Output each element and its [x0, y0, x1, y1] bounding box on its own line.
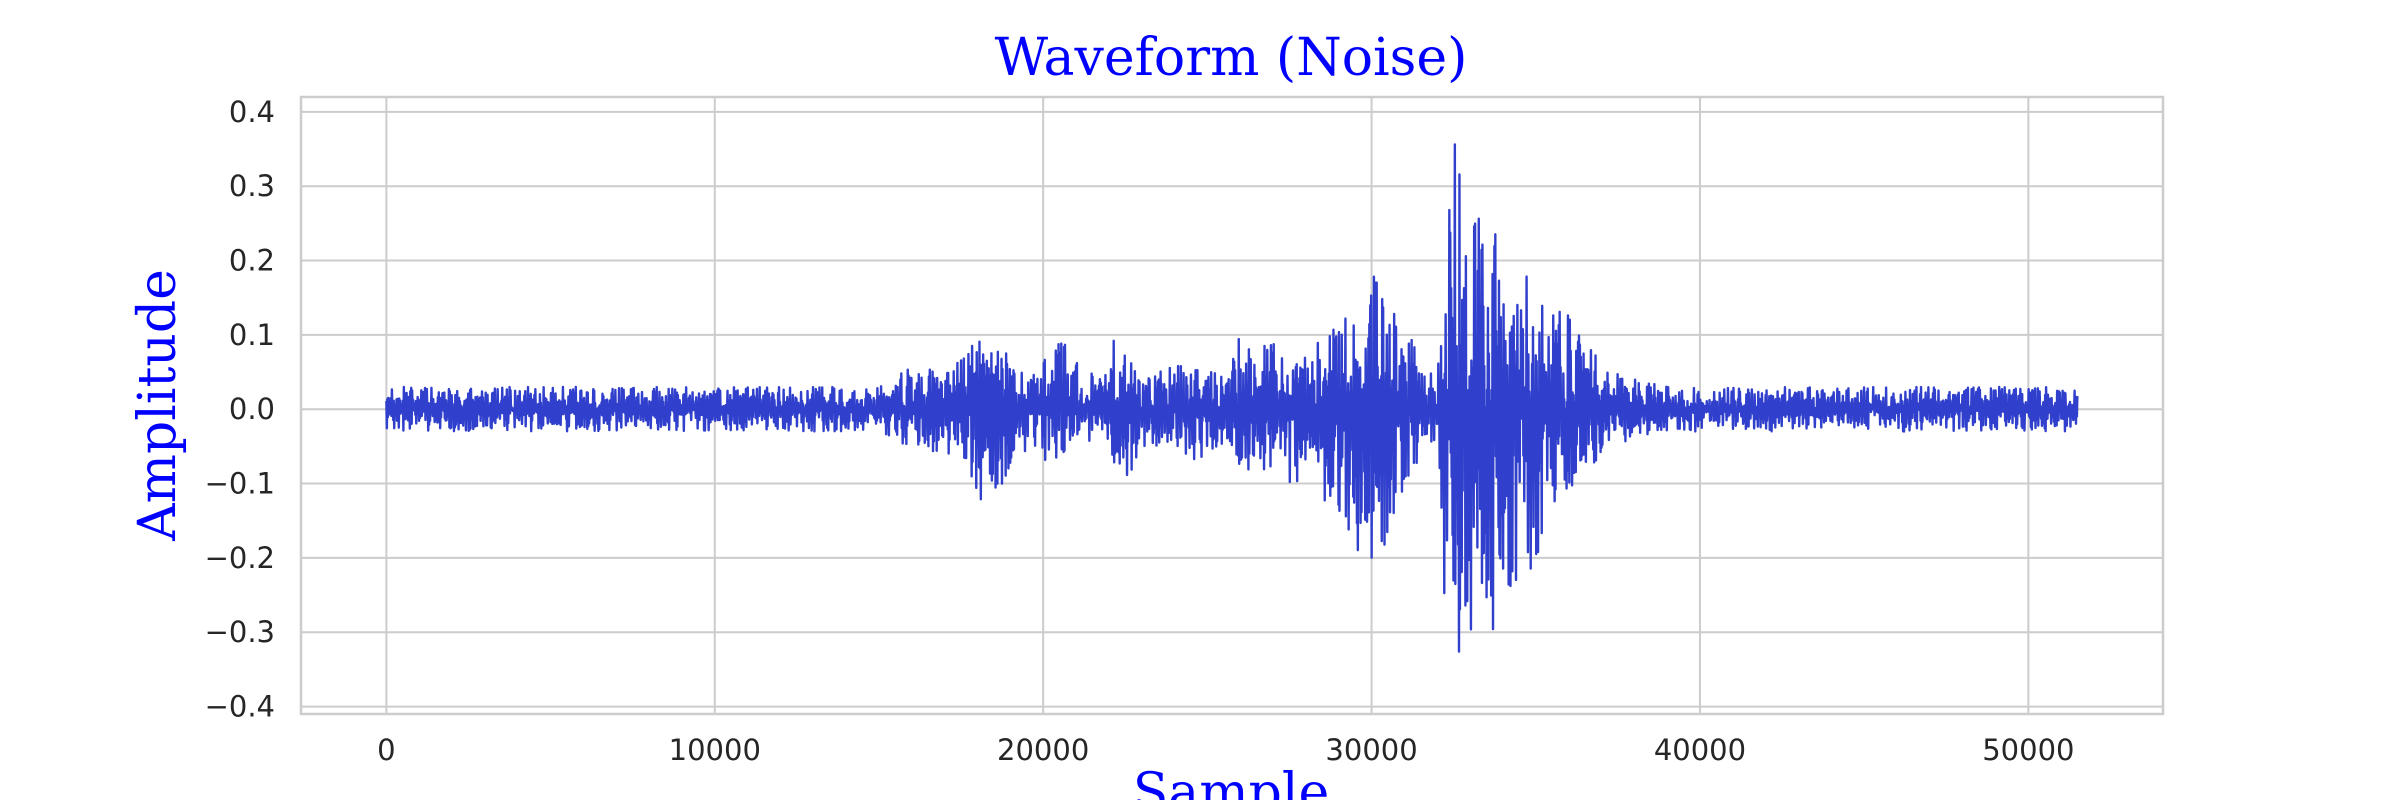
y-tick-label: −0.1	[205, 467, 275, 501]
y-tick-label: 0.0	[229, 392, 275, 426]
waveform-series-line	[385, 143, 2079, 653]
x-axis-label: Sample	[1133, 763, 1330, 800]
y-tick-label: 0.2	[229, 244, 275, 278]
x-tick-label: 20000	[997, 733, 1089, 767]
x-tick-label: 30000	[1325, 733, 1417, 767]
x-tick-label: 0	[377, 733, 395, 767]
y-tick-label: 0.1	[229, 318, 275, 352]
y-axis-label: Amplitude	[128, 269, 188, 542]
x-tick-label: 40000	[1654, 733, 1746, 767]
x-tick-label: 10000	[669, 733, 761, 767]
y-tick-label: −0.3	[205, 615, 275, 649]
y-tick-label: 0.4	[229, 95, 275, 129]
plot-area-frame	[299, 95, 2165, 716]
y-tick-label: −0.4	[205, 690, 275, 724]
y-tick-label: 0.3	[229, 169, 275, 203]
y-axis-ticks: −0.4 −0.3 −0.2 −0.1 0.0 0.1 0.2 0.3 0.4	[205, 95, 275, 724]
y-tick-label: −0.2	[205, 541, 275, 575]
chart-title: Waveform (Noise)	[995, 28, 1468, 88]
x-axis-ticks: 0 10000 20000 30000 40000 50000	[377, 733, 2074, 767]
x-tick-label: 50000	[1982, 733, 2074, 767]
